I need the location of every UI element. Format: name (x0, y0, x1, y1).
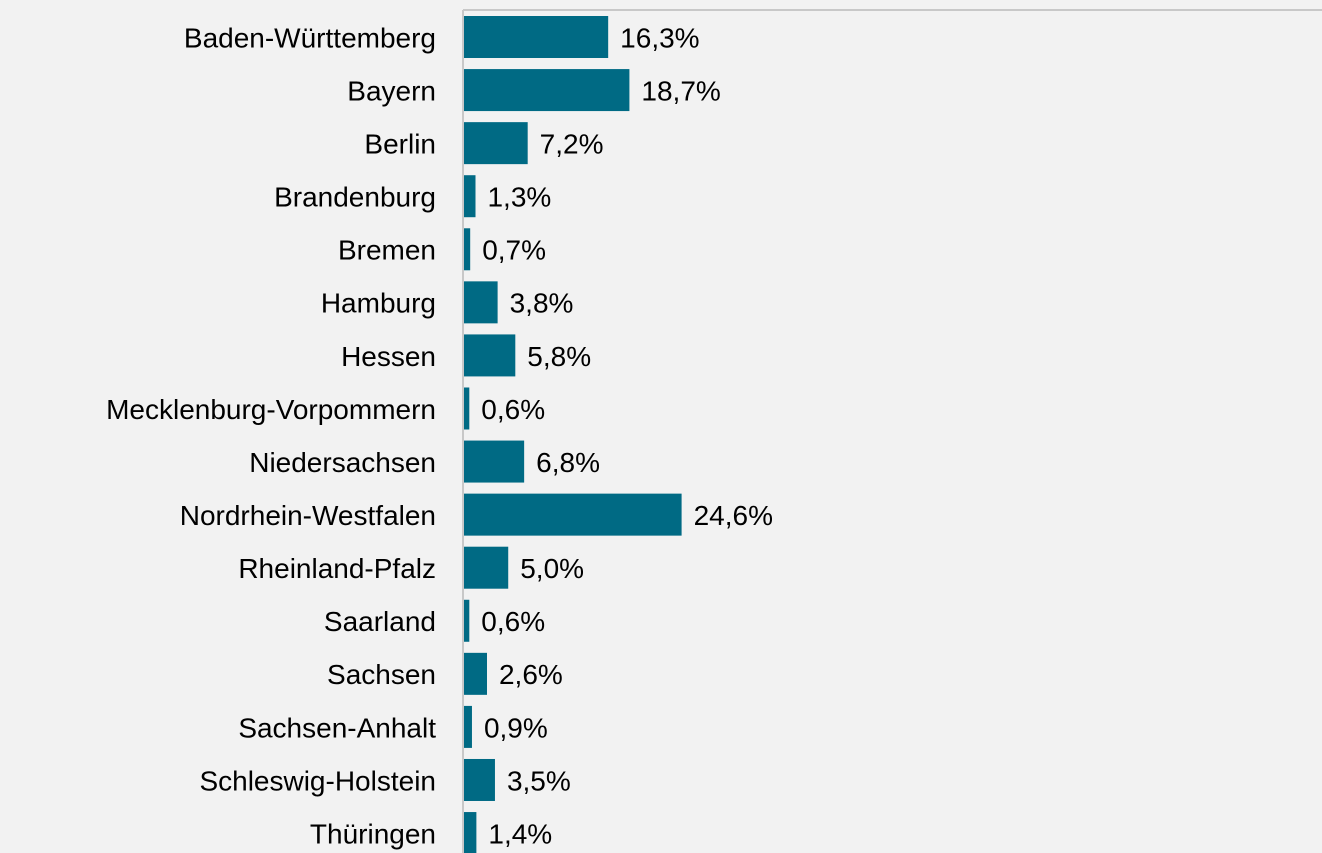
value-label: 7,2% (540, 129, 604, 160)
bar (464, 228, 471, 271)
category-label: Niedersachsen (249, 447, 436, 478)
category-label: Bremen (338, 235, 436, 266)
category-label: Schleswig-Holstein (199, 765, 436, 796)
bar (464, 122, 528, 165)
category-label: Nordrhein-Westfalen (180, 500, 436, 531)
bar (464, 440, 525, 483)
bar (464, 652, 487, 695)
category-label: Mecklenburg-Vorpommern (106, 394, 436, 425)
bar (464, 334, 516, 377)
category-label: Sachsen (327, 659, 436, 690)
bar (464, 705, 472, 748)
bar (464, 281, 498, 324)
bar (464, 16, 609, 58)
value-label: 3,5% (507, 765, 571, 796)
category-label: Bayern (347, 75, 436, 106)
bar (464, 175, 476, 218)
bar (464, 546, 509, 589)
bar (464, 599, 470, 642)
value-label: 24,6% (694, 500, 773, 531)
value-label: 0,6% (481, 394, 545, 425)
category-label: Hessen (341, 341, 436, 372)
value-label: 0,9% (484, 712, 548, 743)
bar (464, 493, 682, 536)
value-label: 0,7% (482, 235, 546, 266)
value-label: 1,4% (488, 818, 552, 849)
value-label: 1,3% (487, 182, 551, 213)
value-label: 3,8% (510, 288, 574, 319)
category-label: Berlin (364, 129, 436, 160)
bar (464, 758, 495, 801)
category-label: Sachsen-Anhalt (238, 712, 436, 743)
value-label: 18,7% (641, 75, 720, 106)
value-label: 5,0% (520, 553, 584, 584)
category-label: Hamburg (321, 288, 436, 319)
value-label: 2,6% (499, 659, 563, 690)
value-label: 6,8% (536, 447, 600, 478)
value-label: 5,8% (527, 341, 591, 372)
bar (464, 812, 477, 853)
bar (464, 387, 470, 430)
category-label: Saarland (324, 606, 436, 637)
bar (464, 69, 630, 112)
category-label: Rheinland-Pfalz (238, 553, 436, 584)
category-label: Brandenburg (274, 182, 436, 213)
category-label: Baden-Württemberg (184, 22, 436, 53)
category-label: Thüringen (310, 818, 436, 849)
value-label: 16,3% (620, 22, 699, 53)
value-label: 0,6% (481, 606, 545, 637)
